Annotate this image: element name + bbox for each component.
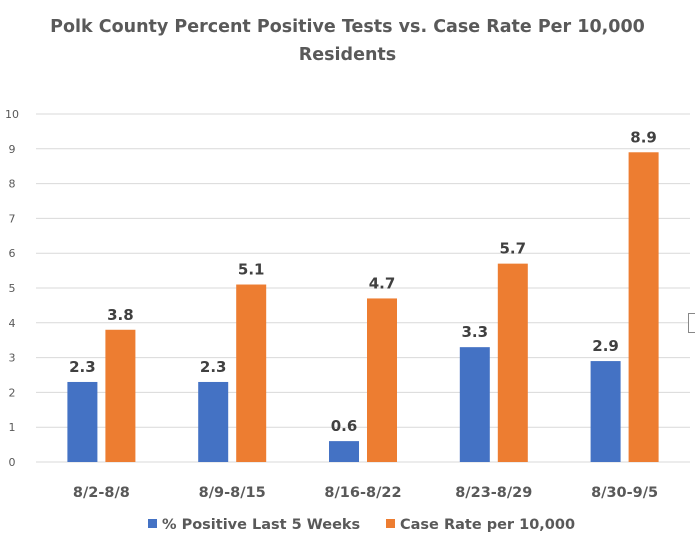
legend-label: Case Rate per 10,000: [400, 517, 575, 533]
y-tick-label: 10: [5, 108, 19, 121]
bar-percent-positive: [329, 441, 359, 462]
y-tick-label: 3: [9, 352, 16, 365]
bar-percent-positive: [459, 347, 490, 462]
y-tick-label: 8: [9, 178, 16, 191]
data-label: 5.1: [238, 261, 265, 279]
bar-case-rate: [367, 298, 397, 462]
data-label: 0.6: [331, 417, 358, 435]
y-tick-label: 0: [9, 456, 16, 469]
x-tick-label: 8/30-9/5: [591, 485, 658, 501]
chart-title: Polk County Percent Positive Tests vs. C…: [0, 13, 695, 69]
bar-case-rate: [628, 152, 659, 462]
x-tick-label: 8/16-8/22: [324, 485, 401, 501]
chart-title-line-2: Residents: [298, 45, 397, 65]
data-label: 3.8: [107, 306, 134, 324]
data-label: 3.3: [462, 323, 489, 341]
data-label: 8.9: [630, 128, 657, 146]
legend-swatch: [386, 519, 395, 528]
x-tick-label: 8/2-8/8: [73, 485, 130, 501]
bar-case-rate: [497, 263, 528, 462]
y-tick-label: 7: [9, 212, 16, 225]
bar-percent-positive: [590, 361, 621, 462]
bar-case-rate: [236, 284, 267, 462]
data-label: 2.3: [69, 358, 96, 376]
y-tick-label: 4: [9, 317, 16, 330]
bar-percent-positive: [198, 381, 229, 462]
data-label: 4.7: [369, 274, 396, 292]
chart-handle-icon[interactable]: [688, 313, 695, 333]
legend-label: % Positive Last 5 Weeks: [162, 517, 360, 533]
y-tick-label: 9: [9, 143, 16, 156]
bar-case-rate: [105, 329, 136, 462]
data-label: 5.7: [500, 240, 527, 258]
legend-swatch: [148, 519, 157, 528]
x-tick-label: 8/23-8/29: [455, 485, 532, 501]
y-tick-label: 5: [9, 282, 16, 295]
y-tick-label: 1: [9, 421, 16, 434]
data-label: 2.3: [200, 358, 227, 376]
x-tick-label: 8/9-8/15: [199, 485, 266, 501]
data-label: 2.9: [592, 337, 619, 355]
chart-title-line-1: Polk County Percent Positive Tests vs. C…: [50, 17, 645, 37]
y-tick-label: 2: [9, 386, 16, 399]
bar-percent-positive: [67, 381, 98, 462]
y-tick-label: 6: [9, 247, 16, 260]
